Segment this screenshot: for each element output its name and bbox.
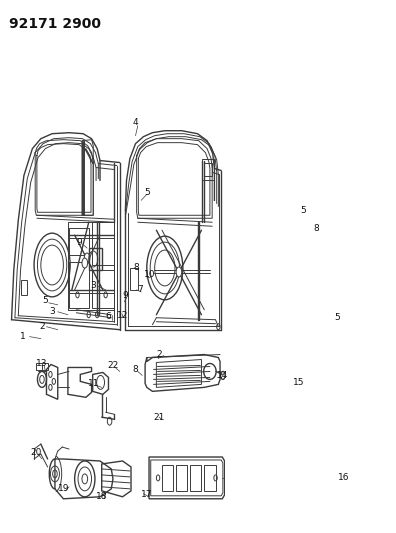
Text: 6: 6	[106, 312, 111, 321]
Text: 1: 1	[20, 332, 26, 341]
Text: 8: 8	[133, 365, 138, 374]
Text: 14: 14	[217, 371, 228, 380]
Circle shape	[176, 267, 182, 277]
Text: 92171 2900: 92171 2900	[9, 17, 101, 31]
Text: 16: 16	[338, 473, 350, 482]
Text: 8: 8	[313, 224, 319, 233]
Text: 10: 10	[145, 270, 156, 279]
Text: 15: 15	[293, 378, 305, 387]
Text: 21: 21	[154, 413, 165, 422]
Text: 5: 5	[144, 188, 150, 197]
Text: 19: 19	[58, 484, 69, 494]
Text: 4: 4	[132, 118, 138, 127]
Text: 5: 5	[42, 296, 48, 305]
Text: 9: 9	[76, 238, 82, 247]
Text: 8: 8	[134, 263, 139, 272]
Text: 11: 11	[88, 379, 99, 388]
Text: 2: 2	[156, 350, 162, 359]
Text: 22: 22	[107, 361, 118, 370]
Text: 17: 17	[141, 490, 152, 499]
Circle shape	[82, 258, 88, 268]
Text: 2: 2	[39, 322, 45, 331]
Text: 9: 9	[122, 292, 128, 301]
Text: 18: 18	[96, 492, 107, 502]
Circle shape	[84, 253, 90, 263]
Text: 7: 7	[137, 285, 143, 294]
Text: 12: 12	[117, 311, 128, 320]
Text: 3: 3	[90, 281, 95, 290]
Text: 3: 3	[49, 307, 55, 316]
Text: 13: 13	[36, 359, 48, 368]
Text: 5: 5	[334, 313, 340, 322]
Text: 5: 5	[300, 206, 306, 215]
Text: 20: 20	[30, 448, 42, 457]
